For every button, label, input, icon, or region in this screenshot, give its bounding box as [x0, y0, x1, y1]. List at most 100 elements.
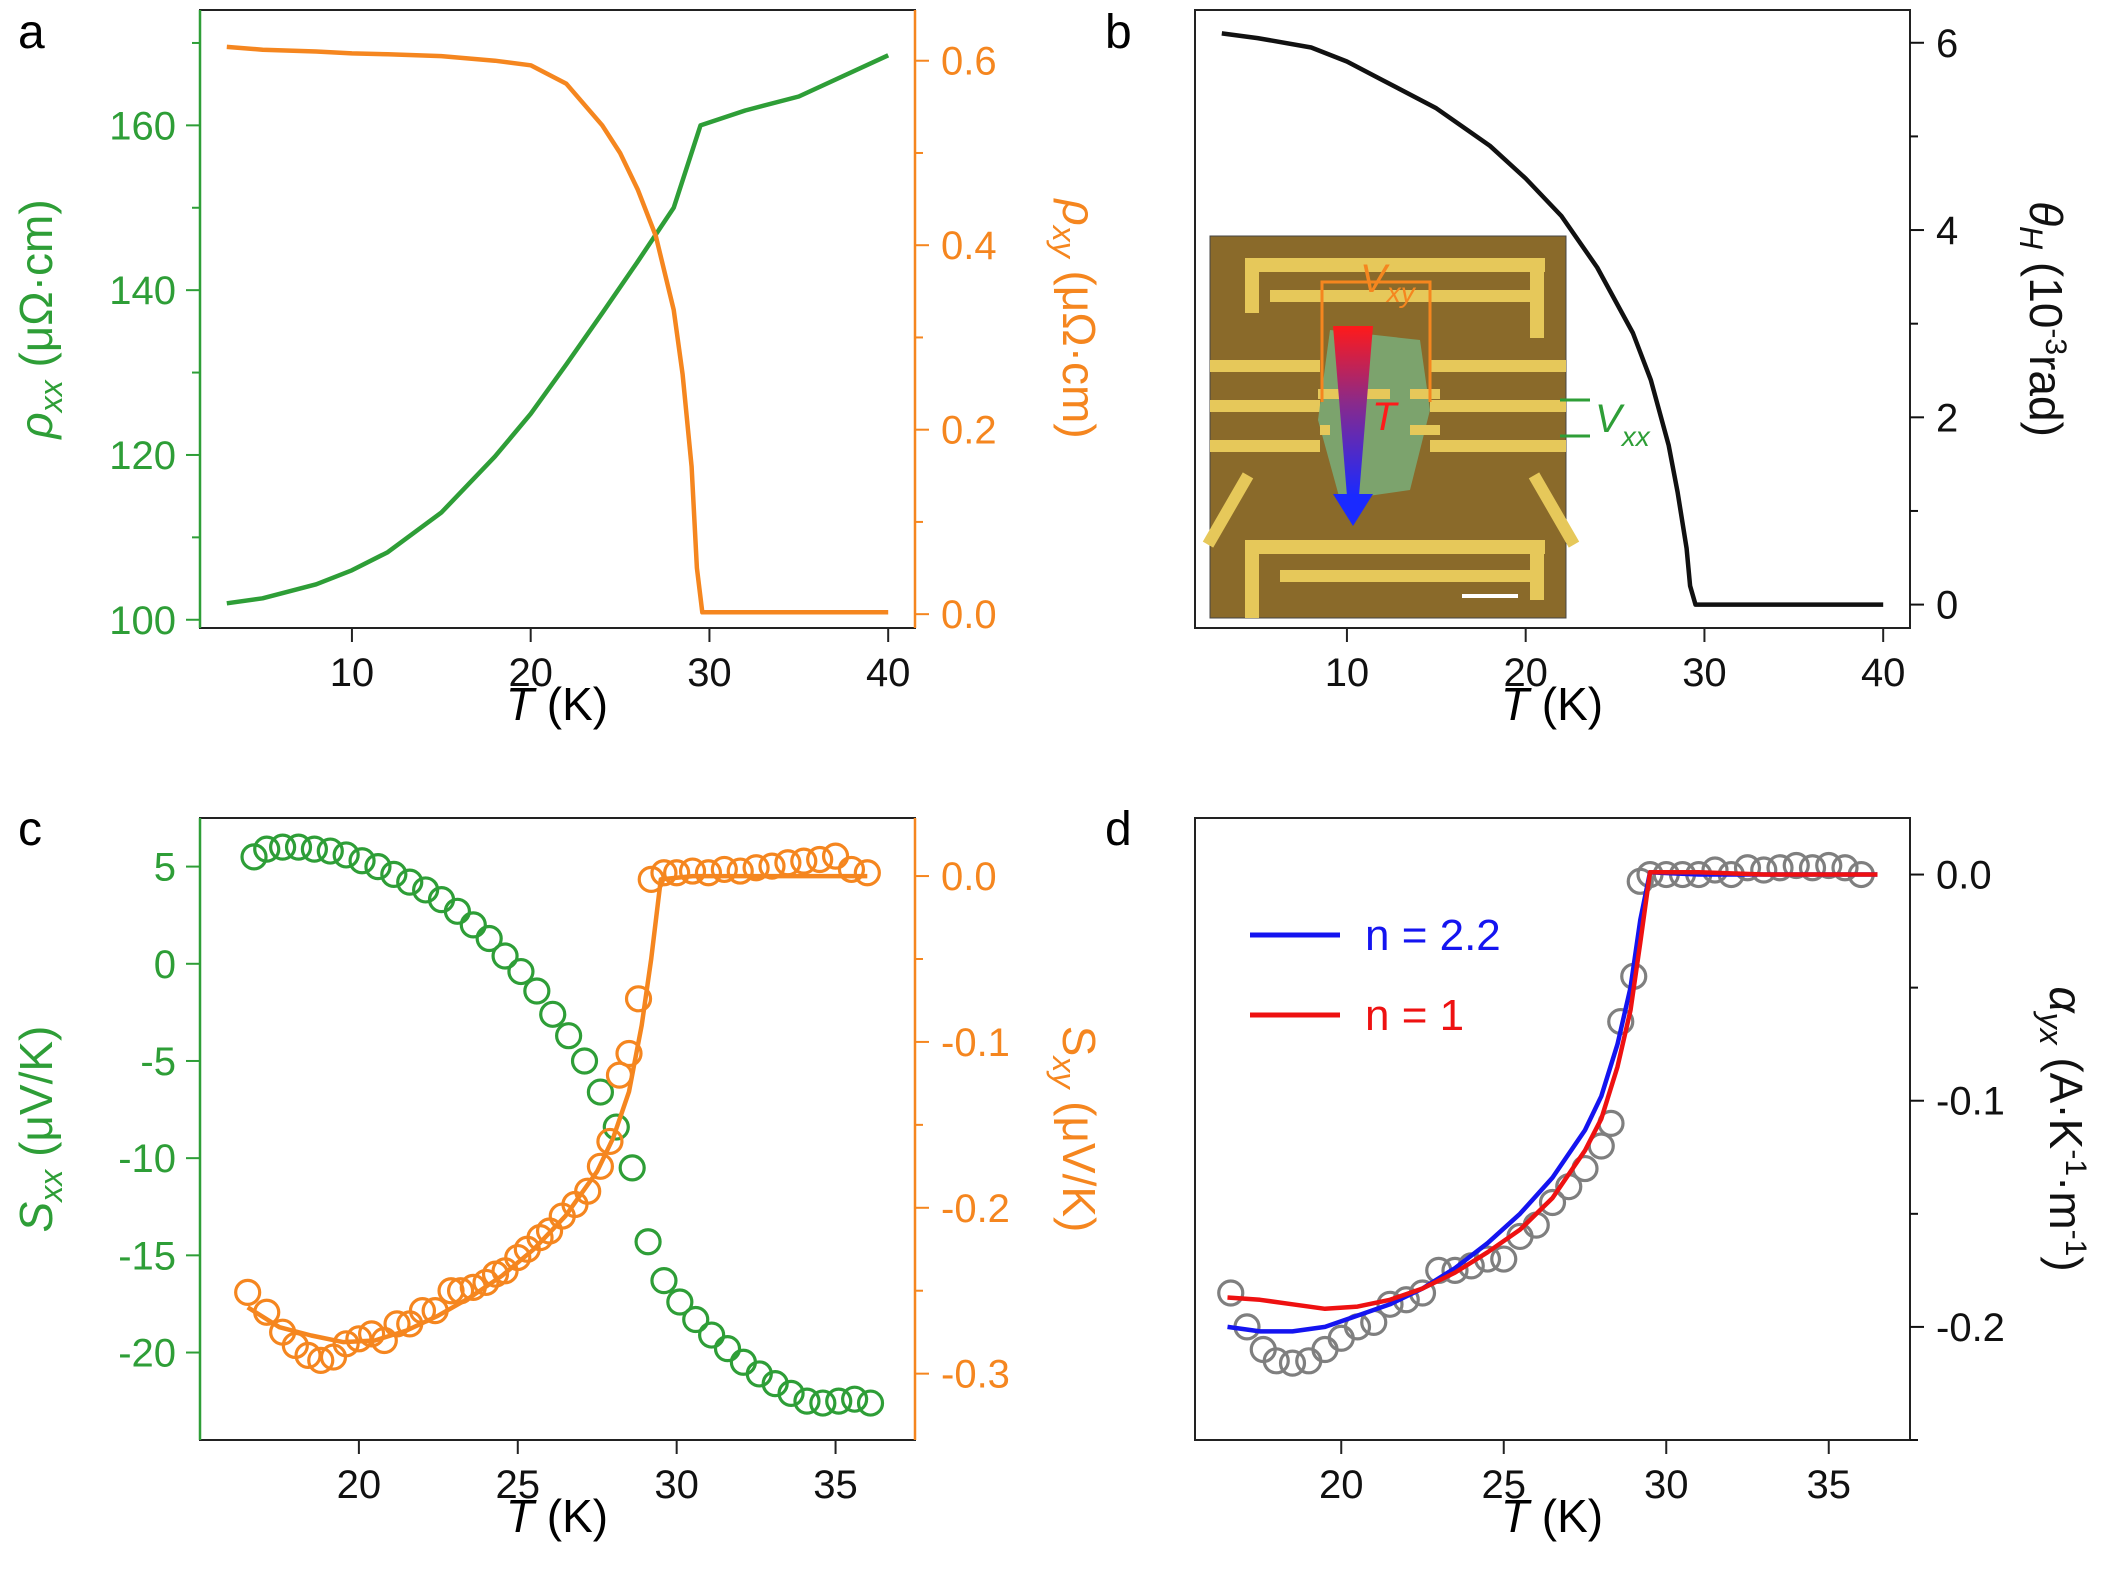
data-point-sxy [624, 985, 653, 1013]
data-point--yx [1262, 1347, 1290, 1375]
vxx-label: Vxx [1595, 397, 1651, 452]
data-point-sxx [380, 860, 408, 888]
x-axis-label: T (K) [506, 1490, 608, 1542]
y-right-label: Sxy (μV/K) [1046, 1026, 1105, 1233]
data-point-sxx [729, 1348, 758, 1376]
data-point--yx [1798, 854, 1827, 882]
plot-frame [1194, 817, 1911, 1441]
data-point-sxy [837, 855, 866, 884]
data-point-sxx [586, 1078, 615, 1106]
data-point-sxy [596, 1127, 624, 1156]
data-point--yx [1538, 1188, 1567, 1217]
y-left-tick-label: 140 [109, 269, 176, 313]
panel-c: 20 25 30 35 -20 -15 -10 -5 0 5 -0.3 -0.2 -0.1 0.0 T… [10, 817, 1105, 1542]
data-point-sxx [475, 924, 503, 953]
series-line-sxy-fit [246, 873, 868, 1345]
data-point--yx [1815, 851, 1843, 880]
data-point-sxy [678, 857, 707, 885]
data-point-sxy [586, 1152, 615, 1180]
data-point-sxy [710, 855, 738, 884]
series-line-n-2-2 [1227, 870, 1878, 1334]
panel-label-a: a [18, 6, 45, 59]
data-point-sxx [841, 1385, 869, 1413]
series-line--h [1221, 31, 1884, 607]
data-point--yx [1831, 854, 1859, 882]
panel-label-d: d [1105, 803, 1132, 856]
x-tick-label: 30 [687, 651, 732, 695]
x-tick-label: 35 [1807, 1463, 1852, 1507]
x-tick-label: 25 [496, 1463, 541, 1507]
x-tick-label: 20 [1319, 1463, 1364, 1507]
y-left-tick-label: 160 [109, 104, 176, 148]
data-point-sxy [663, 859, 691, 887]
x-tick-label: 40 [1861, 651, 1906, 695]
data-point-sxx [491, 942, 519, 970]
data-point-sxx [602, 1113, 630, 1141]
data-point-sxx [570, 1047, 599, 1075]
x-axis-label: T (K) [1501, 678, 1603, 730]
data-point-sxx [666, 1288, 694, 1316]
y-right-tick-label: -0.1 [1936, 1080, 2005, 1124]
y-right-tick-label: 0.2 [941, 409, 997, 453]
data-point-sxx [459, 911, 487, 939]
data-point--yx [1782, 851, 1810, 880]
data-point--yx [1295, 1347, 1323, 1375]
data-point-sxy [307, 1346, 335, 1374]
data-point--yx [1278, 1349, 1307, 1377]
vxy-label: Vxy [1360, 257, 1417, 308]
vxy-bracket [1320, 280, 1432, 402]
data-point--yx [1750, 856, 1778, 884]
data-point-sxy [853, 859, 881, 887]
x-tick-label: 20 [337, 1463, 382, 1507]
x-tick-label: 30 [1682, 651, 1727, 695]
x-tick-label: 20 [508, 651, 553, 695]
data-point-sxx [856, 1389, 885, 1417]
y-left-tick-label: -15 [118, 1234, 176, 1278]
x-tick-label: 10 [330, 651, 375, 695]
x-tick-label: 30 [1644, 1463, 1689, 1507]
y-left-tick-label: 120 [109, 434, 176, 478]
data-point-sxx [809, 1389, 837, 1417]
data-point--yx [1217, 1279, 1245, 1307]
y-left-label: Sxx (μV/K) [10, 1026, 69, 1233]
legend-label-n1: n = 1 [1365, 991, 1464, 1040]
x-tick-label: 10 [1325, 651, 1370, 695]
gradient-arrowhead [1333, 494, 1373, 526]
x-tick-label: 40 [866, 651, 911, 695]
panel-b: 10 20 30 40 0 2 4 6 T (K) θH (10-3rad) [1194, 9, 2072, 730]
data-point-sxx [793, 1387, 821, 1415]
data-point-sxx [300, 835, 328, 863]
data-point--yx [1327, 1324, 1355, 1352]
x-tick-label: 35 [813, 1463, 858, 1507]
y-left-tick-label: -20 [118, 1332, 176, 1376]
t-label: T [1372, 395, 1399, 439]
x-tick-label: 20 [1503, 651, 1548, 695]
data-point-sxy [574, 1177, 602, 1205]
electrode-pattern [1202, 258, 1580, 618]
y-right-tick-label: -0.1 [941, 1021, 1010, 1065]
data-point-sxy [694, 859, 723, 887]
data-point--yx [1490, 1245, 1518, 1273]
series-line--xy [226, 44, 889, 615]
data-point-sxx [269, 833, 297, 861]
data-point-sxy [806, 845, 834, 874]
data-point-sxx [555, 1022, 583, 1050]
y-right-tick-label: 4 [1936, 209, 1958, 253]
y-right-tick-label: 0.4 [941, 224, 997, 268]
data-point-sxx [316, 837, 344, 865]
legend-label-n22: n = 2.2 [1365, 911, 1501, 960]
data-point--yx [1733, 854, 1762, 882]
plot-frame [199, 9, 916, 629]
data-point-sxx [698, 1321, 726, 1349]
data-point-sxx [682, 1305, 710, 1334]
y-right-tick-label: 0.0 [1936, 854, 1992, 898]
vxx-marks [1560, 398, 1590, 438]
y-left-tick-label: 0 [154, 943, 176, 987]
data-point-sxy [821, 842, 850, 870]
data-point-sxy [234, 1278, 262, 1306]
y-right-tick-label: 0 [1936, 584, 1958, 628]
x-label-unit: (K) [534, 678, 608, 730]
y-right-tick-label: 2 [1936, 396, 1958, 440]
y-left-tick-label: -10 [118, 1137, 176, 1181]
